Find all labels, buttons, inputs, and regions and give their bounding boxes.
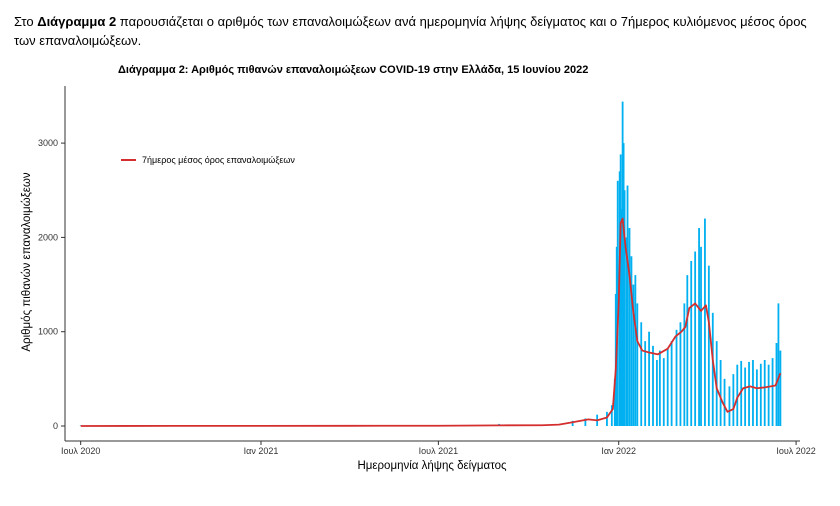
bar	[613, 378, 616, 426]
bar	[662, 358, 665, 426]
bar	[777, 303, 780, 426]
bar	[740, 360, 743, 426]
bar	[690, 260, 693, 426]
bar	[748, 361, 750, 426]
x-tick-label: Ιαν 2021	[244, 446, 279, 456]
bar	[571, 420, 574, 426]
bar	[755, 369, 758, 426]
bar	[584, 418, 587, 426]
bar	[666, 348, 669, 426]
bar	[675, 329, 678, 426]
x-tick-label: Ιουλ 2021	[419, 446, 458, 456]
bar	[636, 303, 639, 426]
y-ticks: 0 1000 2000 3000	[38, 138, 65, 431]
bar	[723, 378, 726, 426]
bar	[630, 256, 633, 426]
bar	[622, 143, 625, 426]
bar	[626, 185, 629, 426]
legend: 7ήμερος μέσος όρος επαναλοιμώξεων	[121, 155, 295, 165]
intro-bold: Διάγραμμα 2	[37, 14, 117, 29]
intro-paragraph: Στο Διάγραμμα 2 παρουσιάζεται ο αριθμός …	[14, 12, 826, 50]
x-tick-label: Ιαν 2022	[601, 446, 636, 456]
bar	[628, 227, 631, 426]
x-tick-label: Ιουλ 2020	[61, 446, 100, 456]
bar	[759, 363, 762, 426]
bar	[767, 364, 770, 426]
bar	[732, 374, 735, 426]
bar	[763, 359, 766, 426]
bar	[728, 386, 731, 426]
bar	[698, 227, 700, 426]
chart-title: Διάγραμμα 2: Αριθμός πιθανών επαναλοιμώξ…	[118, 64, 589, 76]
bar	[679, 322, 682, 426]
bar	[606, 411, 608, 426]
intro-prefix: Στο	[14, 14, 38, 29]
bar	[656, 359, 658, 426]
bar	[752, 359, 754, 426]
bar	[619, 154, 622, 426]
bar	[686, 275, 689, 426]
y-axis-label: Αριθμός πιθανών επαναλοιμώξεων	[21, 172, 33, 351]
axes	[64, 86, 800, 442]
bar	[610, 405, 613, 426]
bar	[625, 237, 628, 426]
bar-series	[79, 101, 782, 426]
bar	[644, 341, 647, 426]
bar	[711, 312, 714, 426]
bar	[704, 218, 706, 426]
y-tick-label: 0	[53, 421, 58, 431]
intro-rest: παρουσιάζεται ο αριθμός των επαναλοιμώξε…	[14, 14, 807, 48]
bar	[736, 364, 739, 426]
bar	[632, 284, 635, 426]
bar	[670, 341, 673, 426]
moving-average-line	[80, 217, 782, 427]
bar	[771, 358, 774, 426]
x-tick-label: Ιουλ 2022	[776, 446, 815, 456]
bar	[707, 265, 710, 426]
x-axis-label: Ημερομηνία λήψης δείγματος	[357, 460, 507, 472]
bar	[634, 275, 637, 426]
bar	[779, 350, 782, 426]
bar	[621, 101, 624, 426]
bar	[640, 322, 643, 426]
bar	[700, 246, 702, 426]
y-tick-label: 3000	[38, 138, 58, 148]
bar	[652, 345, 654, 426]
bar	[683, 303, 686, 426]
bar	[719, 359, 722, 426]
bar	[620, 209, 623, 426]
legend-label: 7ήμερος μέσος όρος επαναλοιμώξεων	[142, 155, 295, 165]
bar	[744, 367, 747, 426]
y-tick-label: 2000	[38, 232, 58, 242]
bar	[648, 331, 650, 426]
bar	[616, 180, 619, 426]
bar	[658, 350, 661, 426]
y-tick-label: 1000	[38, 327, 58, 337]
x-ticks: Ιουλ 2020 Ιαν 2021 Ιουλ 2021 Ιαν 2022 Ιουλ 2…	[61, 441, 816, 456]
bar	[694, 251, 697, 426]
bar	[623, 190, 626, 426]
